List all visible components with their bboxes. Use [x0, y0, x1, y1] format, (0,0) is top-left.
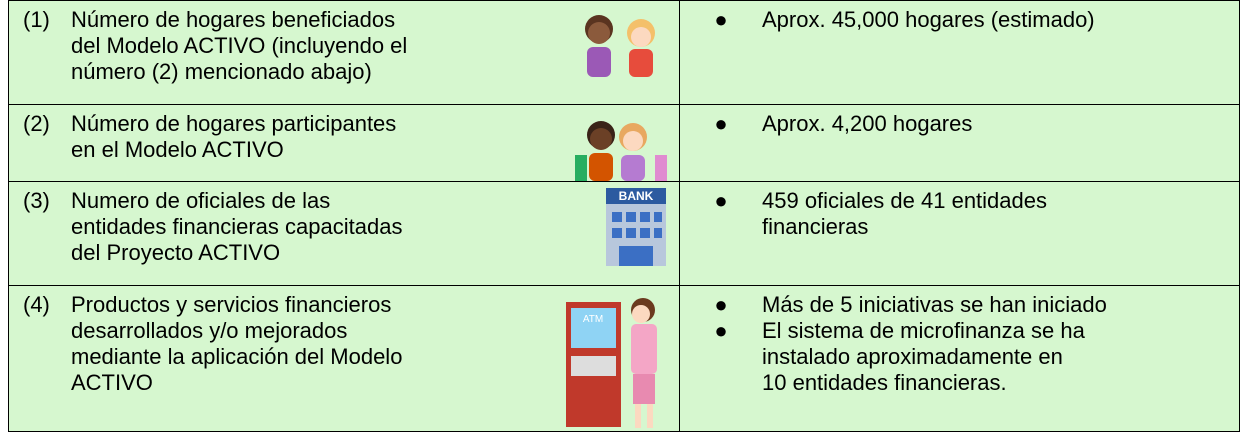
icon: [571, 111, 671, 187]
bullet: ● Aprox. 45,000 hogares (estimado): [680, 7, 1239, 33]
icon: [571, 7, 671, 83]
results-table: (1) Número de hogares beneficiados del Mod…: [8, 0, 1240, 432]
item-cell: (1) Número de hogares beneficiados del Mod…: [8, 0, 680, 105]
item-line: Productos y servicios financieros: [71, 292, 392, 317]
result-cell: ● Más de 5 iniciativas se han iniciado ● El…: [679, 285, 1240, 432]
bullet-line: financieras: [762, 214, 869, 239]
item-line: del Modelo ACTIVO (incluyendo el: [71, 33, 408, 58]
bullet: ● Más de 5 iniciativas se han iniciado: [680, 292, 1239, 318]
item-line: desarrollados y/o mejorados: [71, 318, 348, 343]
svg-text:BANK: BANK: [619, 189, 654, 203]
icon: BANK: [601, 188, 671, 274]
table-row: (4) Productos y servicios financieros desa…: [8, 285, 1240, 432]
table-row: (3) Numero de oficiales de las entidades f…: [8, 181, 1240, 286]
item-text: Número de hogares participantes en el Mod…: [71, 111, 396, 163]
bullet-dot: ●: [714, 318, 728, 343]
item-line: Número de hogares participantes: [71, 111, 397, 136]
bullet-line: El sistema de microfinanza se ha: [762, 318, 1085, 343]
bullet-text: Aprox. 45,000 hogares (estimado): [762, 7, 1095, 33]
bullet-dot: ●: [714, 7, 728, 32]
bullet: ● Aprox. 4,200 hogares: [680, 111, 1239, 137]
item-line: Número de hogares beneficiados: [71, 7, 396, 32]
item-number: (2): [23, 111, 50, 136]
item-line: entidades financieras capacitadas: [71, 214, 403, 239]
bullet-dot: ●: [714, 111, 728, 136]
item-cell: (4) Productos y servicios financieros desa…: [8, 285, 680, 432]
result-cell: ● 459 oficiales de 41 entidades financiera…: [679, 181, 1240, 286]
table-row: (2) Número de hogares participantes en el …: [8, 104, 1240, 182]
item-text: Número de hogares beneficiados del Modelo…: [71, 7, 407, 85]
item-line: del Proyecto ACTIVO: [71, 240, 281, 265]
item-line: mediante la aplicación del Modelo: [71, 344, 403, 369]
bullet-dot: ●: [714, 292, 728, 317]
bullet-line: Aprox. 4,200 hogares: [762, 111, 973, 136]
item-line: Numero de oficiales de las: [71, 188, 331, 213]
item-cell: (2) Número de hogares participantes en el …: [8, 104, 680, 182]
bullet-text: El sistema de microfinanza se ha instalad…: [762, 318, 1085, 396]
icon: ATM: [561, 292, 671, 438]
bullet-line: Más de 5 iniciativas se han iniciado: [762, 292, 1107, 317]
bullet: ● El sistema de microfinanza se ha instala…: [680, 318, 1239, 396]
bullet-text: Aprox. 4,200 hogares: [762, 111, 972, 137]
item-number: (3): [23, 188, 50, 213]
item-text: Productos y servicios financieros desarro…: [71, 292, 402, 396]
item-line: ACTIVO: [71, 370, 153, 395]
result-cell: ● Aprox. 45,000 hogares (estimado): [679, 0, 1240, 105]
bullet: ● 459 oficiales de 41 entidades financiera…: [680, 188, 1239, 240]
bullet-dot: ●: [714, 188, 728, 213]
item-line: número (2) mencionado abajo): [71, 59, 372, 84]
item-line: en el Modelo ACTIVO: [71, 137, 284, 162]
bullet-line: Aprox. 45,000 hogares (estimado): [762, 7, 1095, 32]
bullet-text: Más de 5 iniciativas se han iniciado: [762, 292, 1107, 318]
item-number: (4): [23, 292, 50, 317]
bullet-line: 10 entidades financieras.: [762, 370, 1007, 395]
result-cell: ● Aprox. 4,200 hogares: [679, 104, 1240, 182]
bullet-line: instalado aproximadamente en: [762, 344, 1063, 369]
table-row: (1) Número de hogares beneficiados del Mod…: [8, 0, 1240, 105]
svg-text:ATM: ATM: [583, 314, 603, 325]
item-text: Numero de oficiales de las entidades fina…: [71, 188, 402, 266]
item-cell: (3) Numero de oficiales de las entidades f…: [8, 181, 680, 286]
item-number: (1): [23, 7, 50, 32]
bullet-text: 459 oficiales de 41 entidades financieras: [762, 188, 1047, 240]
bullet-line: 459 oficiales de 41 entidades: [762, 188, 1047, 213]
